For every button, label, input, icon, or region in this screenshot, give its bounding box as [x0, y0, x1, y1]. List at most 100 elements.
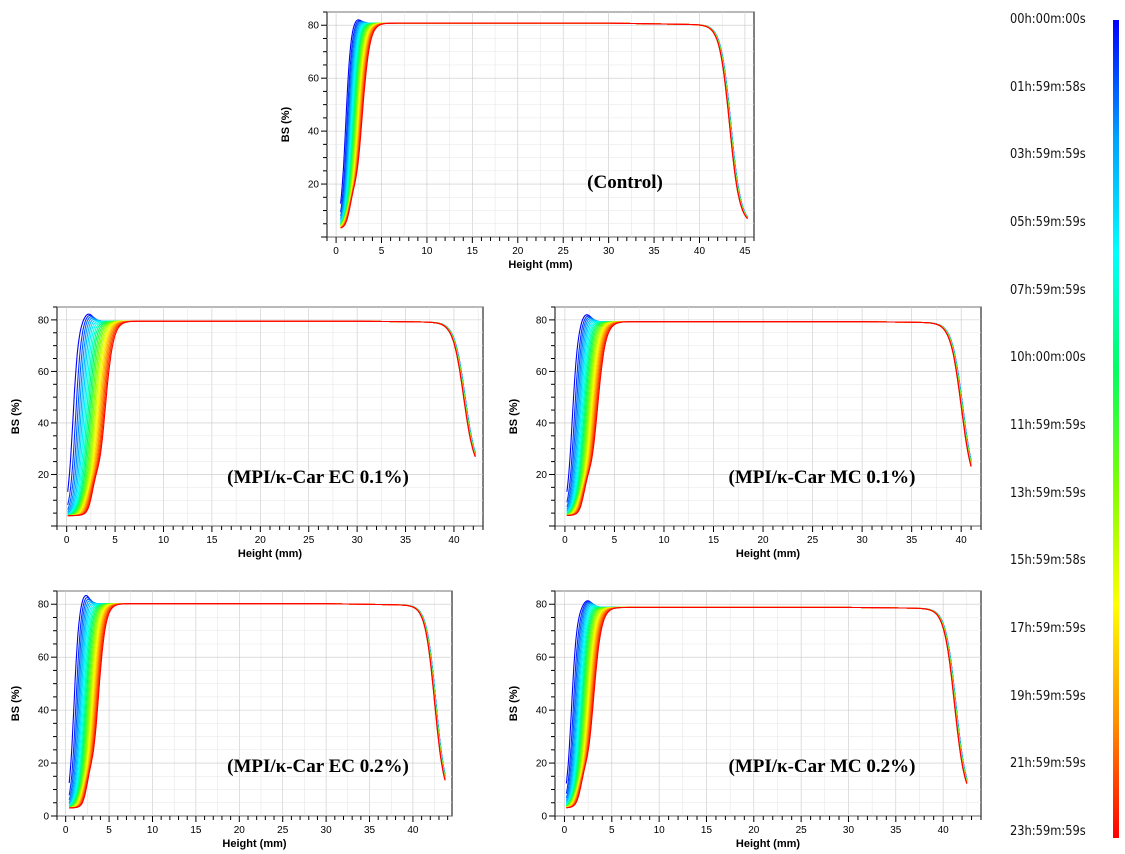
grid [57, 590, 452, 817]
x-tick-label: 10 [147, 825, 159, 836]
time-label: 11h:59m:59s [1010, 418, 1086, 433]
y-axis-label: BS (%) [508, 398, 520, 434]
x-tick-label: 20 [748, 825, 760, 836]
x-tick-label: 40 [956, 535, 968, 546]
plot-area [554, 590, 982, 817]
series-lines [68, 595, 446, 809]
y-axis-label: BS (%) [508, 685, 520, 721]
y-tick-label: 0 [541, 812, 547, 823]
series-lines [340, 19, 749, 229]
y-tick-label: 20 [536, 759, 548, 770]
x-tick-label: 0 [64, 535, 70, 546]
y-tick-label: 0 [43, 812, 49, 823]
x-tick-label: 15 [467, 246, 479, 257]
y-tick-label: 20 [38, 759, 50, 770]
time-label: 23h:59m:59s [1010, 824, 1086, 839]
time-label: 03h:59m:59s [1010, 147, 1086, 163]
y-tick-label: 60 [536, 653, 548, 664]
chart-annotation: (MPI/κ-Car MC 0.2%) [729, 756, 916, 777]
plot-area [56, 306, 484, 527]
y-tick-label: 80 [536, 600, 548, 611]
series-lines [566, 314, 972, 517]
x-tick-label: 40 [407, 825, 419, 836]
y-axis: 0 20 40 60 80 BS (%) [10, 590, 57, 823]
time-label: 10h:00m:00s [1010, 350, 1086, 366]
y-tick-label: 20 [308, 180, 320, 191]
y-tick-label: 60 [38, 367, 50, 378]
x-axis-label: Height (mm) [222, 838, 287, 850]
time-label: 07h:59m:59s [1010, 282, 1086, 298]
x-tick-label: 5 [609, 825, 615, 836]
y-axis: 20 40 60 80 BS (%) [508, 306, 555, 527]
x-tick-label: 35 [890, 825, 902, 836]
x-tick-label: 5 [612, 535, 618, 546]
chart-annotation: (MPI/κ-Car EC 0.2%) [227, 756, 409, 777]
grid [555, 306, 981, 527]
x-tick-label: 20 [255, 535, 267, 546]
x-axis-label: Height (mm) [508, 259, 573, 271]
y-axis: 20 40 60 80 BS (%) [280, 11, 327, 238]
y-axis: 20 40 60 80 BS (%) [10, 306, 57, 527]
time-colorbar [1113, 20, 1119, 838]
time-label: 01h:59m:58s [1010, 79, 1086, 95]
chart-mc01: 0 5 10 15 20 25 30 35 40 Height (mm) 20 40 60 80 BS (%… [508, 306, 982, 560]
x-tick-label: 15 [701, 825, 713, 836]
x-tick-label: 5 [106, 825, 112, 836]
time-label: 21h:59m:59s [1010, 756, 1086, 772]
x-tick-label: 35 [906, 535, 918, 546]
series-line-23 [69, 603, 446, 809]
chart-annotation: (MPI/κ-Car EC 0.1%) [227, 467, 409, 488]
time-label: 17h:59m:59s [1010, 621, 1086, 636]
y-axis: 0 20 40 60 80 BS (%) [508, 590, 555, 823]
time-label: 00h:00m:00s [1010, 12, 1086, 27]
time-label: 19h:59m:59s [1010, 688, 1086, 704]
series-line-23 [67, 320, 476, 517]
x-axis: 0 5 10 15 20 25 30 35 40 Height (mm) [554, 526, 982, 560]
time-label: 13h:59m:59s [1010, 485, 1086, 501]
x-tick-label: 25 [277, 825, 289, 836]
y-tick-label: 40 [308, 127, 320, 138]
x-tick-label: 5 [379, 246, 385, 257]
x-axis-label: Height (mm) [736, 548, 801, 560]
x-tick-label: 35 [400, 535, 412, 546]
y-tick-label: 60 [308, 74, 320, 85]
x-tick-label: 25 [796, 825, 808, 836]
x-tick-label: 30 [603, 246, 615, 257]
x-tick-label: 25 [303, 535, 315, 546]
series-line-23 [340, 22, 749, 229]
x-axis-label: Height (mm) [736, 838, 801, 850]
x-axis: 0 5 10 15 20 25 30 35 40 45 Height (mm) [326, 237, 755, 271]
x-tick-label: 35 [364, 825, 376, 836]
x-tick-label: 10 [654, 825, 666, 836]
x-tick-label: 15 [206, 535, 218, 546]
x-tick-label: 0 [562, 825, 568, 836]
series-lines [565, 600, 968, 809]
x-tick-label: 20 [512, 246, 524, 257]
x-tick-label: 0 [562, 535, 568, 546]
chart-ec02: 0 5 10 15 20 25 30 35 40 Height (mm) 0 20 40 60 80 BS (… [10, 590, 453, 850]
y-tick-label: 40 [38, 706, 50, 717]
y-tick-label: 40 [536, 418, 548, 429]
x-tick-label: 30 [352, 535, 364, 546]
grid [327, 11, 754, 238]
y-tick-label: 80 [38, 315, 50, 326]
x-tick-label: 0 [333, 246, 339, 257]
y-tick-label: 80 [536, 315, 548, 326]
x-tick-label: 30 [321, 825, 333, 836]
x-tick-label: 10 [158, 535, 170, 546]
time-label: 05h:59m:59s [1010, 215, 1086, 230]
x-tick-label: 0 [63, 825, 69, 836]
y-axis-label: BS (%) [10, 685, 22, 721]
x-tick-label: 40 [448, 535, 460, 546]
grid [555, 590, 981, 817]
x-tick-label: 45 [739, 246, 751, 257]
y-tick-label: 20 [536, 470, 548, 481]
y-tick-label: 60 [536, 367, 548, 378]
x-tick-label: 30 [843, 825, 855, 836]
y-tick-label: 40 [536, 706, 548, 717]
chart-annotation: (MPI/κ-Car MC 0.1%) [729, 467, 916, 488]
chart-ec01: 0 5 10 15 20 25 30 35 40 Height (mm) 20 40 60 80 BS (%… [10, 306, 484, 560]
series-lines [67, 313, 476, 517]
x-tick-label: 10 [421, 246, 433, 257]
